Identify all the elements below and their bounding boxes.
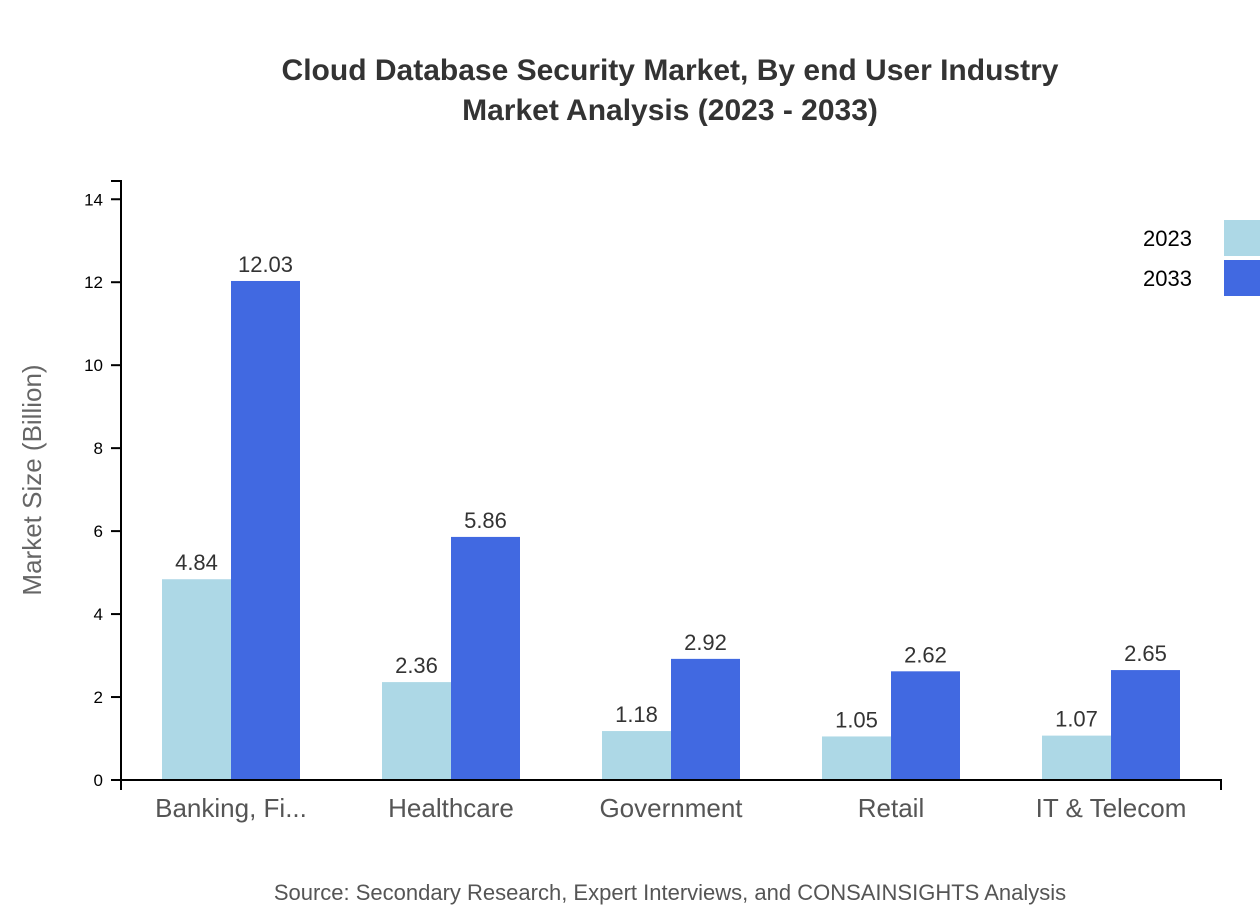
y-tick-label: 6 (94, 522, 103, 541)
x-tick-label: Banking, Fi... (155, 793, 307, 823)
data-label: 2.65 (1124, 641, 1167, 666)
bar-2023 (382, 682, 451, 780)
x-tick-label: Retail (858, 793, 924, 823)
bar-2023 (1042, 735, 1111, 780)
data-label: 4.84 (175, 550, 218, 575)
y-axis-label: Market Size (Billion) (17, 364, 47, 595)
data-label: 1.05 (835, 707, 878, 732)
bar-2033 (231, 280, 300, 780)
y-axis (111, 180, 122, 781)
bars: 4.84 12.03 2.36 5.86 1.18 2.92 1.05 2.62 1.07 2.6… (162, 252, 1180, 780)
x-tick-label: Healthcare (388, 793, 514, 823)
y-tick-label: 2 (94, 688, 103, 707)
legend-label: 2033 (1143, 266, 1192, 291)
data-label: 1.07 (1055, 707, 1098, 732)
x-axis (120, 779, 1222, 790)
axes: Banking, Fi... Healthcare Government Retail… (84, 180, 1222, 823)
legend: 2023 2033 (1143, 220, 1260, 296)
data-label: 5.86 (464, 508, 507, 533)
bar-2033 (891, 671, 960, 780)
x-tick-label: IT & Telecom (1036, 793, 1187, 823)
legend-swatch-2033 (1224, 260, 1260, 296)
y-tick-label: 8 (94, 439, 103, 458)
data-label: 12.03 (238, 252, 293, 277)
bar-2033 (1111, 670, 1180, 780)
x-tick-label: Government (599, 793, 743, 823)
bar-2033 (671, 658, 740, 780)
legend-label: 2023 (1143, 226, 1192, 251)
bar-2023 (822, 736, 891, 780)
y-tick-label: 10 (84, 356, 103, 375)
chart-title: Cloud Database Security Market, By end U… (282, 54, 1059, 87)
y-tick-label: 12 (84, 273, 103, 292)
legend-swatch-2023 (1224, 220, 1260, 256)
bar-2033 (451, 536, 520, 780)
y-tick-label: 0 (94, 771, 103, 790)
bar-2023 (162, 579, 231, 780)
data-label: 2.92 (684, 630, 727, 655)
y-tick-label: 4 (94, 605, 103, 624)
data-label: 2.36 (395, 653, 438, 678)
bar-2023 (602, 731, 671, 780)
data-label: 2.62 (904, 642, 947, 667)
source-note: Source: Secondary Research, Expert Inter… (274, 880, 1066, 905)
chart-subtitle: Market Analysis (2023 - 2033) (462, 94, 878, 127)
y-tick-label: 14 (84, 190, 103, 209)
data-label: 1.18 (615, 702, 658, 727)
